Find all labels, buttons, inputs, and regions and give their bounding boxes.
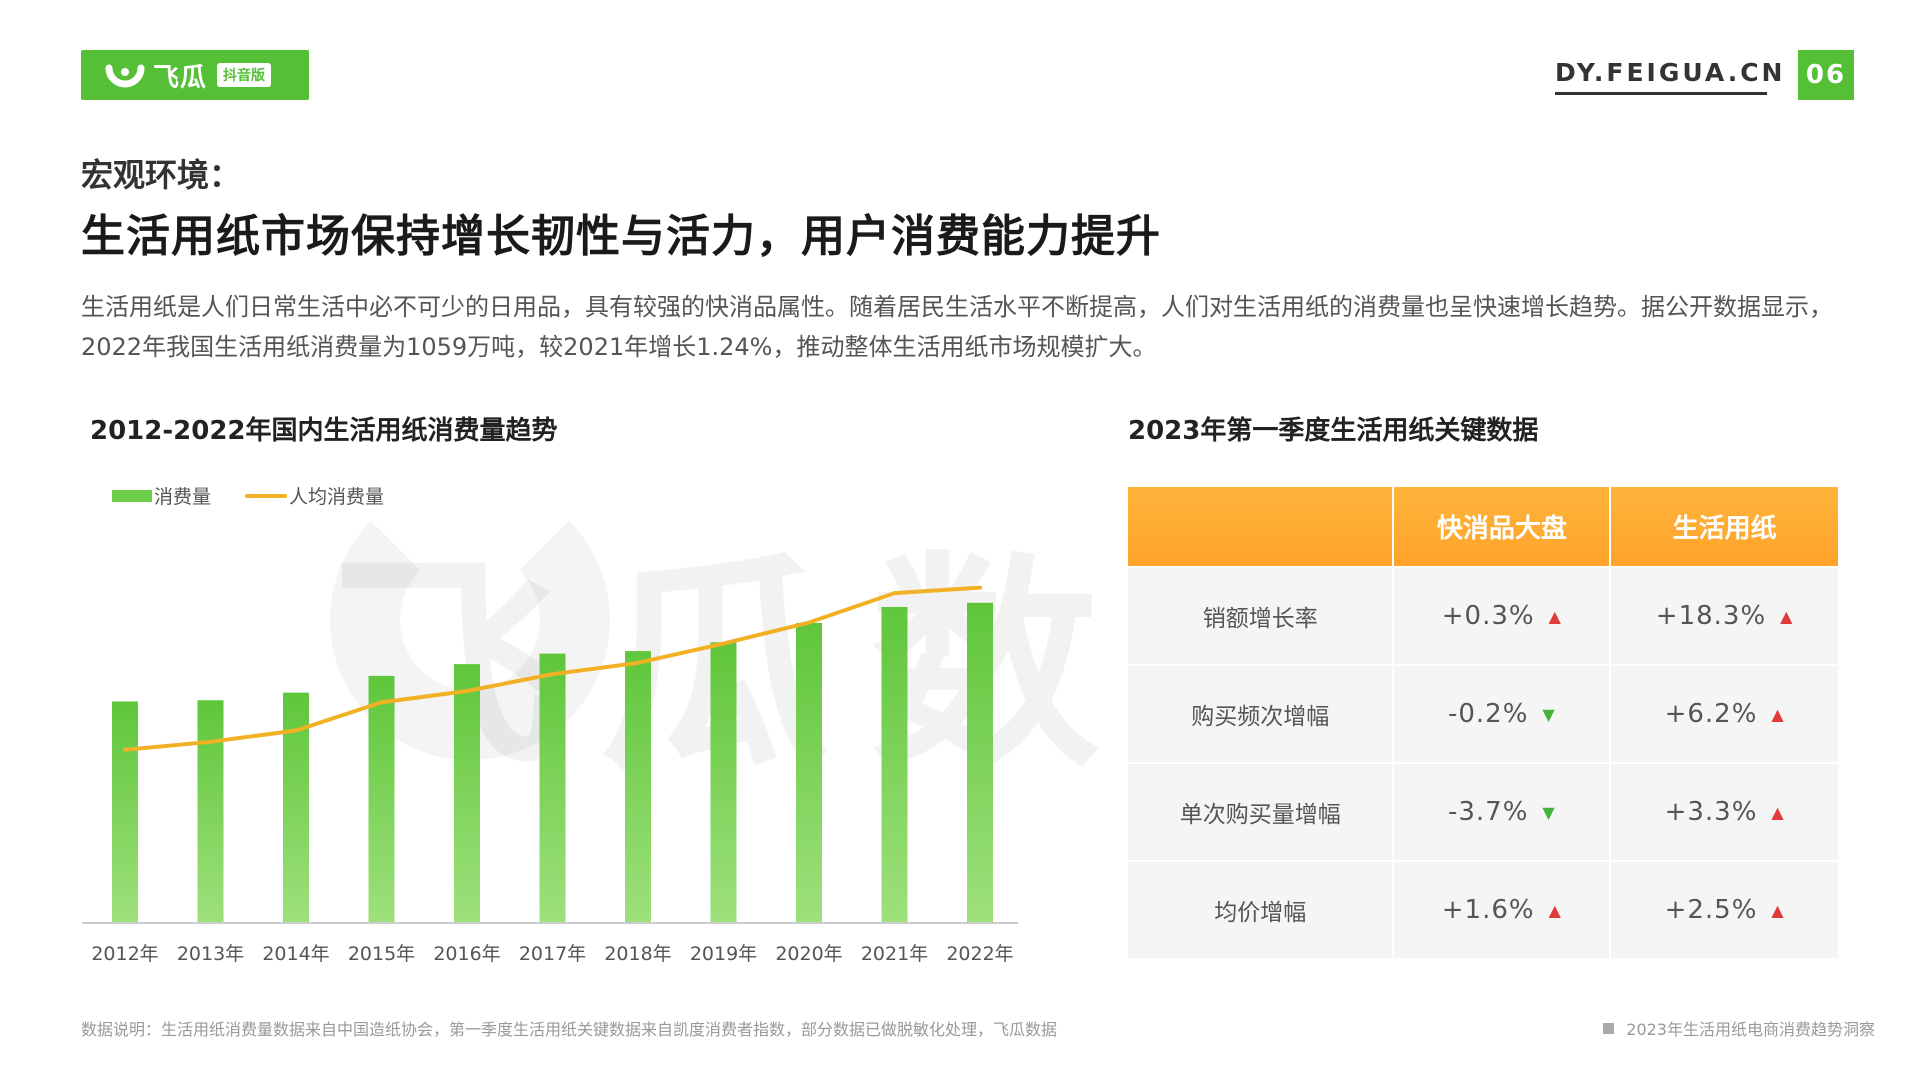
arrow-up-icon: ▲ (1771, 705, 1785, 724)
bar (796, 622, 822, 922)
x-tick-label: 2013年 (177, 943, 244, 965)
paper-value: +2.5% ▲ (1610, 860, 1838, 958)
arrow-up-icon: ▲ (1548, 607, 1562, 626)
report-name: 2023年生活用纸电商消费趋势洞察 (1603, 1016, 1875, 1040)
bar (368, 675, 395, 922)
fmcg-value-text: +0.3% (1441, 601, 1535, 631)
fmcg-value: +0.3% ▲ (1393, 566, 1612, 665)
legend-bar-swatch (112, 489, 152, 502)
fmcg-value-text: -3.7% (1447, 797, 1529, 827)
header-cell-blank (1128, 487, 1395, 567)
feigua-logo-icon (105, 64, 145, 88)
key-data-table: 快消品大盘 生活用纸 销额增长率 +0.3% ▲ +18.3% ▲ 购买频次增幅 -0.2%… (1128, 487, 1838, 958)
logo-badge: 抖音版 (217, 63, 272, 87)
paper-value-text: +6.2% (1664, 699, 1758, 729)
paper-value: +6.2% ▲ (1610, 664, 1838, 763)
bar (539, 653, 566, 922)
page-number: 06 (1798, 50, 1854, 100)
page-title: 生活用纸市场保持增长韧性与活力，用户消费能力提升 (81, 211, 1161, 262)
x-tick-label: 2022年 (946, 943, 1013, 965)
fmcg-value: -0.2% ▼ (1393, 664, 1612, 763)
row-label: 均价增幅 (1128, 860, 1395, 958)
x-tick-label: 2014年 (262, 943, 329, 965)
logo-name: 飞瓜 (153, 62, 208, 93)
bar (454, 664, 480, 922)
arrow-up-icon: ▲ (1780, 607, 1794, 626)
row-label-text: 销额增长率 (1202, 606, 1318, 632)
chart-title: 2012-2022年国内生活用纸消费量趋势 (90, 416, 558, 446)
legend-line-swatch (245, 493, 288, 498)
site-underline (1555, 92, 1767, 95)
table-row: 购买频次增幅 -0.2% ▼ +6.2% ▲ (1128, 664, 1838, 763)
arrow-down-icon: ▼ (1542, 803, 1556, 822)
legend-line-label: 人均消费量 (289, 486, 385, 508)
table-title: 2023年第一季度生活用纸关键数据 (1128, 416, 1539, 446)
legend-bar-label: 消费量 (154, 486, 212, 508)
footer-square-icon (1603, 1022, 1615, 1034)
fmcg-value: +1.6% ▲ (1393, 860, 1612, 958)
paper-value-text: +18.3% (1655, 601, 1767, 631)
row-label-text: 单次购买量增幅 (1179, 802, 1341, 828)
section-label: 宏观环境： (81, 156, 242, 194)
x-tick-label: 2016年 (433, 943, 500, 965)
arrow-up-icon: ▲ (1548, 901, 1562, 920)
x-tick-label: 2015年 (348, 943, 415, 965)
arrow-down-icon: ▼ (1542, 705, 1556, 724)
x-tick-label: 2018年 (604, 943, 671, 965)
table-row: 均价增幅 +1.6% ▲ +2.5% ▲ (1128, 860, 1838, 958)
bar (881, 607, 908, 922)
table-row: 单次购买量增幅 -3.7% ▼ +3.3% ▲ (1128, 762, 1838, 861)
fmcg-value: -3.7% ▼ (1393, 762, 1612, 861)
fmcg-value-text: -0.2% (1447, 699, 1529, 729)
row-label-text: 均价增幅 (1214, 900, 1307, 926)
arrow-up-icon: ▲ (1771, 901, 1785, 920)
bar (625, 651, 651, 922)
bar (967, 602, 993, 922)
intro-paragraph: 生活用纸是人们日常生活中必不可少的日用品，具有较强的快消品属性。随着居民生活水平… (81, 293, 1833, 361)
row-label: 单次购买量增幅 (1128, 762, 1395, 861)
consumption-chart: 2012年 2013年 2014年 2015年 2016年 2017年 2018年 2019年… (82, 585, 1018, 965)
paper-value: +18.3% ▲ (1610, 566, 1838, 665)
bar (197, 700, 224, 922)
report-title: 2023年生活用纸电商消费趋势洞察 (1626, 1020, 1875, 1039)
paper-value-text: +2.5% (1664, 895, 1758, 925)
arrow-up-icon: ▲ (1771, 803, 1785, 822)
header-cell-fmcg: 快消品大盘 (1393, 487, 1612, 567)
x-tick-label: 2020年 (775, 943, 842, 965)
row-label-text: 购买频次增幅 (1191, 704, 1330, 730)
chart-legend: 消费量 人均消费量 (112, 482, 384, 509)
x-tick-label: 2017年 (519, 943, 586, 965)
table-row: 销额增长率 +0.3% ▲ +18.3% ▲ (1128, 566, 1838, 665)
bar (710, 642, 737, 922)
row-label: 销额增长率 (1128, 566, 1395, 665)
bar (112, 701, 138, 922)
row-label: 购买频次增幅 (1128, 664, 1395, 763)
per-capita-line (123, 585, 982, 752)
table-header-row: 快消品大盘 生活用纸 (1128, 487, 1838, 567)
x-tick-label: 2021年 (861, 943, 928, 965)
data-source-note: 数据说明：生活用纸消费量数据来自中国造纸协会，第一季度生活用纸关键数据来自凯度消… (81, 1020, 1058, 1039)
paper-value-text: +3.3% (1664, 797, 1758, 827)
x-tick-label: 2012年 (91, 943, 158, 965)
brand-logo[interactable]: 飞瓜 抖音版 (81, 50, 309, 100)
site-url[interactable]: DY.FEIGUA.CN (1555, 58, 1786, 87)
fmcg-value-text: +1.6% (1441, 895, 1535, 925)
paper-value: +3.3% ▲ (1610, 762, 1838, 861)
x-tick-label: 2019年 (690, 943, 757, 965)
header-cell-paper: 生活用纸 (1610, 487, 1838, 567)
